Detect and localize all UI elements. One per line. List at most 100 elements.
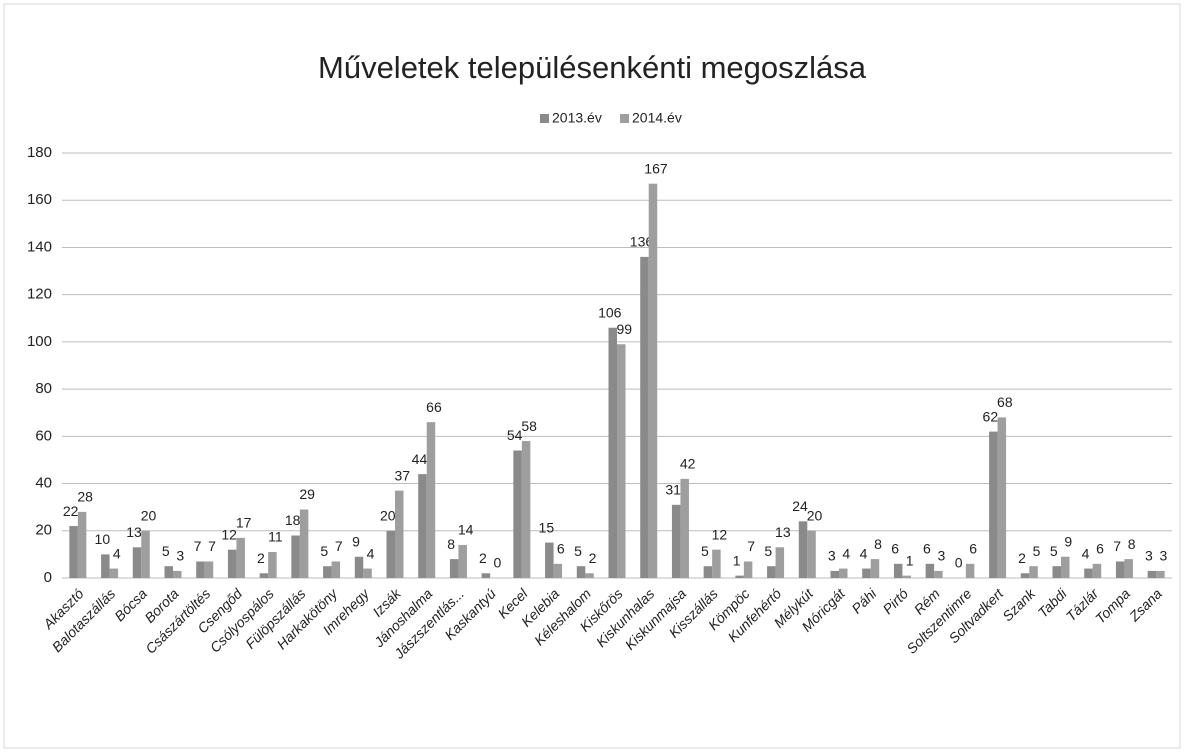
bar [934, 570, 943, 578]
bar [576, 566, 586, 578]
bar [807, 530, 816, 578]
bar [196, 561, 205, 578]
value-label: 4 [842, 545, 850, 561]
legend-label: 2013.év [552, 110, 602, 126]
value-label: 20 [380, 507, 396, 523]
value-label: 2 [479, 550, 487, 566]
value-label: 22 [63, 503, 79, 519]
bar [648, 183, 658, 578]
value-label: 3 [937, 548, 945, 564]
value-label: 3 [176, 548, 184, 564]
value-label: 5 [1033, 543, 1041, 559]
bar [545, 542, 554, 578]
bar [585, 573, 594, 578]
bar [965, 563, 975, 578]
bar [513, 450, 522, 578]
bar [1147, 570, 1157, 578]
bar [449, 559, 459, 578]
value-label: 5 [701, 543, 709, 559]
value-label: 5 [320, 543, 328, 559]
value-label: 6 [1096, 541, 1104, 557]
y-tick-label: 40 [35, 475, 52, 492]
bar [1029, 566, 1038, 578]
bar [173, 570, 182, 578]
value-label: 7 [194, 538, 202, 554]
value-label: 7 [208, 538, 216, 554]
value-label: 28 [77, 489, 93, 505]
value-label: 18 [285, 512, 301, 528]
value-label: 17 [236, 515, 252, 531]
bar [870, 559, 880, 578]
value-label: 167 [644, 160, 668, 176]
bar [743, 561, 753, 578]
y-tick-label: 0 [44, 569, 52, 586]
value-label: 58 [521, 418, 537, 434]
bar [798, 521, 808, 578]
y-tick-label: 100 [27, 333, 52, 350]
value-label: 2 [589, 550, 597, 566]
value-label: 7 [1113, 538, 1121, 554]
bar [1084, 568, 1093, 578]
value-label: 1 [733, 552, 741, 568]
value-label: 68 [997, 394, 1013, 410]
bar [775, 547, 785, 578]
value-label: 29 [299, 486, 315, 502]
y-tick-label: 120 [27, 286, 52, 303]
value-label: 37 [394, 467, 410, 483]
bar [680, 478, 689, 578]
value-label: 9 [1064, 533, 1072, 549]
value-label: 4 [367, 545, 375, 561]
bar [893, 563, 903, 578]
value-label: 8 [1128, 536, 1136, 552]
bar [553, 563, 563, 578]
bar [363, 568, 372, 578]
bar [1092, 563, 1102, 578]
bar [141, 530, 150, 578]
value-label: 2 [257, 550, 265, 566]
value-label: 0 [493, 555, 501, 571]
value-label: 24 [792, 498, 808, 514]
bar [109, 568, 119, 578]
bar [323, 566, 332, 578]
bar [386, 530, 395, 578]
value-label: 1 [906, 552, 914, 568]
bar [902, 575, 911, 578]
bar [69, 526, 78, 578]
value-label: 9 [352, 533, 360, 549]
bar [1156, 570, 1165, 578]
value-label: 6 [969, 541, 977, 557]
bar [395, 490, 404, 578]
value-label: 2 [1018, 550, 1026, 566]
value-label: 7 [747, 538, 755, 554]
value-label: 8 [447, 536, 455, 552]
value-label: 12 [712, 526, 728, 542]
chart-title: Műveletek településenkénti megoszlása [318, 50, 867, 85]
bar [259, 573, 269, 578]
value-label: 8 [874, 536, 882, 552]
value-label: 14 [458, 522, 474, 538]
value-label: 99 [616, 321, 632, 337]
value-label: 136 [630, 234, 654, 250]
bar [354, 556, 364, 578]
bar [77, 511, 87, 578]
bar [671, 504, 681, 578]
value-label: 13 [126, 524, 142, 540]
value-label: 10 [95, 531, 111, 547]
y-tick-label: 160 [27, 191, 52, 208]
value-label: 5 [574, 543, 582, 559]
bar [640, 256, 649, 578]
bar [1052, 566, 1061, 578]
value-label: 44 [412, 451, 428, 467]
bar [204, 561, 214, 578]
bar [1061, 556, 1070, 578]
bar [227, 549, 237, 578]
bar [1020, 573, 1030, 578]
value-label: 5 [162, 543, 170, 559]
legend-swatch [620, 114, 629, 123]
value-label: 3 [828, 548, 836, 564]
bar [299, 509, 309, 578]
value-label: 6 [557, 541, 565, 557]
bar [458, 544, 467, 578]
bar [236, 537, 245, 578]
